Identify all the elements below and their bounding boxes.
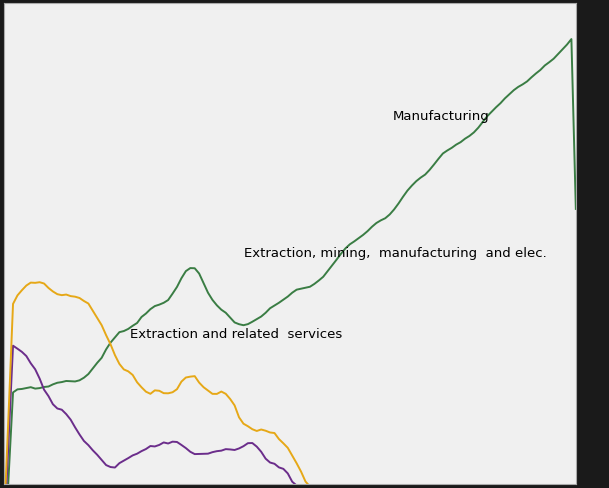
Text: Extraction, mining,  manufacturing  and elec.: Extraction, mining, manufacturing and el…: [244, 246, 547, 259]
Text: Manufacturing: Manufacturing: [393, 109, 490, 122]
Text: Extraction and related  services: Extraction and related services: [130, 327, 342, 341]
